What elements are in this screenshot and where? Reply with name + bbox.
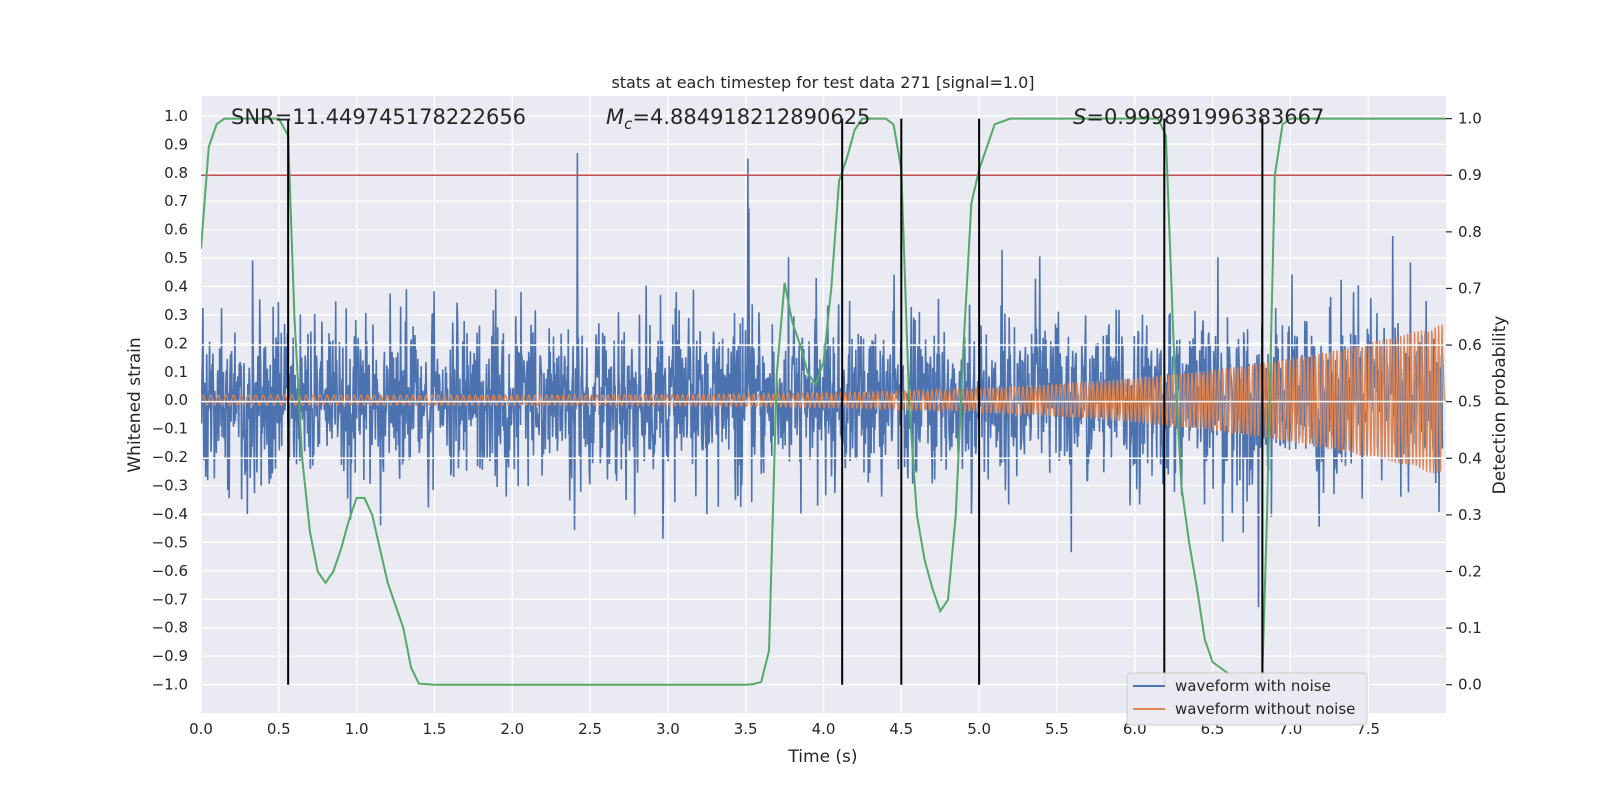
right-y-tick-label: 0.5 [1458, 393, 1482, 411]
right-y-tick-label: 0.3 [1458, 506, 1482, 524]
vertical-markers [287, 118, 1264, 685]
x-axis-title: Time (s) [787, 747, 857, 767]
left-y-tick-label: −0.9 [152, 647, 188, 665]
left-y-tick-label: 0.3 [164, 306, 188, 324]
right-y-tick-label: 0.0 [1458, 676, 1482, 694]
left-y-tick-label: 0.9 [164, 135, 188, 153]
x-tick-label: 2.0 [500, 720, 524, 738]
right-y-tick-label: 0.8 [1458, 223, 1482, 241]
left-y-tick-label: −0.6 [152, 562, 188, 580]
right-y-tick-label: 0.1 [1458, 619, 1482, 637]
right-y-tick-label: 0.7 [1458, 279, 1482, 297]
left-y-tick-label: 1.0 [164, 107, 188, 125]
left-y-tick-label: 0.1 [164, 363, 188, 381]
snr-annotation: SNR=11.449745178222656 [231, 105, 526, 129]
probability-line [201, 117, 1446, 686]
left-y-tick-label: 0.6 [164, 221, 188, 239]
legend-box [1126, 672, 1368, 726]
left-y-tick-label: −0.4 [152, 505, 188, 523]
legend-clean-label: waveform without noise [1175, 700, 1355, 718]
right-y-axis: 1.0 0.9 0.8 0.7 0.6 0.5 0.4 0.3 0.2 0.1 0.0 [1446, 110, 1482, 694]
x-tick-label: 1.5 [423, 720, 447, 738]
mc-symbol: M [606, 105, 624, 129]
chirp-mass-annotation: Mc=4.884918212890625 [606, 105, 870, 133]
left-y-tick-label: 0.8 [164, 164, 188, 182]
x-tick-label: 0.0 [189, 720, 213, 738]
x-tick-label: 3.0 [656, 720, 680, 738]
left-y-tick-label: −0.7 [152, 590, 188, 608]
right-y-axis-title: Detection probability [1490, 316, 1510, 495]
clean-waveform-line [201, 324, 1446, 474]
left-y-tick-label: −0.2 [152, 448, 188, 466]
left-y-tick-label: 0.7 [164, 192, 188, 210]
left-y-tick-label: 0.5 [164, 249, 188, 267]
left-y-tick-label: −1.0 [152, 676, 188, 694]
right-y-tick-label: 0.2 [1458, 562, 1482, 580]
left-y-axis-title: Whitened strain [125, 337, 145, 472]
x-tick-label: 0.5 [267, 720, 291, 738]
left-y-tick-label: −0.8 [152, 619, 188, 637]
right-y-tick-label: 0.4 [1458, 449, 1482, 467]
x-tick-label: 2.5 [578, 720, 602, 738]
x-tick-label: 3.5 [734, 720, 758, 738]
right-y-tick-label: 0.9 [1458, 166, 1482, 184]
left-y-tick-label: 0.0 [164, 391, 188, 409]
data-layer [201, 117, 1446, 686]
legend-noise-label: waveform with noise [1175, 677, 1331, 695]
s-annotation: S=0.999891996383667 [1073, 105, 1324, 129]
chart-title: stats at each timestep for test data 271… [611, 73, 1034, 92]
mc-value: =4.884918212890625 [632, 105, 870, 129]
left-y-tick-label: −0.5 [152, 533, 188, 551]
mc-subscript: c [624, 115, 633, 133]
legend: waveform with noise waveform without noi… [1126, 672, 1368, 726]
x-tick-label: 1.0 [345, 720, 369, 738]
x-tick-label: 5.0 [967, 720, 991, 738]
left-y-tick-label: 0.4 [164, 278, 188, 296]
left-y-tick-label: −0.1 [152, 420, 188, 438]
x-tick-label: 5.5 [1045, 720, 1069, 738]
right-y-tick-label: 1.0 [1458, 110, 1482, 128]
s-symbol: S [1073, 105, 1086, 129]
right-y-tick-label: 0.6 [1458, 336, 1482, 354]
left-y-tick-label: 0.2 [164, 334, 188, 352]
x-tick-label: 4.0 [812, 720, 836, 738]
s-value: =0.999891996383667 [1086, 105, 1324, 129]
left-y-axis: 1.0 0.9 0.8 0.7 0.6 0.5 0.4 0.3 0.2 0.1 0.0 −0.1 −0.… [152, 107, 188, 694]
left-y-tick-label: −0.3 [152, 477, 188, 495]
x-tick-label: 4.5 [889, 720, 913, 738]
